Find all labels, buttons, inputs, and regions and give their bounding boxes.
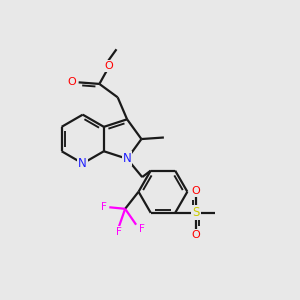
Text: O: O (68, 77, 76, 87)
Text: O: O (191, 230, 200, 240)
Text: N: N (123, 152, 131, 165)
Text: S: S (192, 206, 200, 219)
Text: N: N (78, 157, 87, 170)
Text: O: O (191, 186, 200, 196)
Text: F: F (139, 224, 145, 234)
Text: F: F (101, 202, 106, 212)
Text: F: F (116, 227, 122, 237)
Text: O: O (105, 61, 113, 71)
